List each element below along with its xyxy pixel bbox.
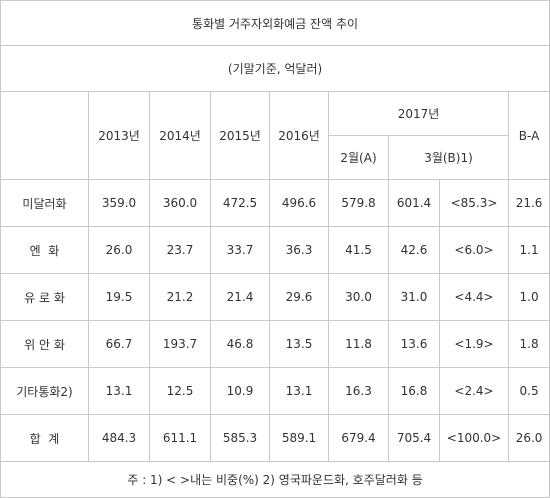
cell: 21.2 xyxy=(149,273,211,321)
cell: 13.5 xyxy=(269,320,329,368)
cell: 26.0 xyxy=(88,226,150,274)
cell: 36.3 xyxy=(269,226,329,274)
cell: 579.8 xyxy=(328,179,389,227)
header-2013: 2013년 xyxy=(88,91,150,180)
share-cell: <2.4> xyxy=(439,367,509,415)
cell: 30.0 xyxy=(328,273,389,321)
header-2016: 2016년 xyxy=(269,91,329,180)
cell: 46.8 xyxy=(210,320,270,368)
row-label: 합 계 xyxy=(0,414,89,462)
cell: 13.6 xyxy=(388,320,440,368)
table-title: 통화별 거주자외화예금 잔액 추이 xyxy=(0,0,550,46)
cell: 21.4 xyxy=(210,273,270,321)
share-cell: <1.9> xyxy=(439,320,509,368)
header-feb: 2월(A) xyxy=(328,135,389,180)
cell: 66.7 xyxy=(88,320,150,368)
cell: 29.6 xyxy=(269,273,329,321)
header-2017: 2017년 xyxy=(328,91,509,136)
row-label: 위 안 화 xyxy=(0,320,89,368)
row-label: 미달러화 xyxy=(0,179,89,227)
cell: 16.8 xyxy=(388,367,440,415)
share-cell: <85.3> xyxy=(439,179,509,227)
row-label: 유 로 화 xyxy=(0,273,89,321)
cell: 585.3 xyxy=(210,414,270,462)
table-row: 유 로 화 19.5 21.2 21.4 29.6 30.0 31.0 <4.4… xyxy=(0,273,550,321)
table-row: 미달러화 359.0 360.0 472.5 496.6 579.8 601.4… xyxy=(0,179,550,227)
cell: 31.0 xyxy=(388,273,440,321)
cell: 13.1 xyxy=(88,367,150,415)
cell: 679.4 xyxy=(328,414,389,462)
table-row-total: 합 계 484.3 611.1 585.3 589.1 679.4 705.4 … xyxy=(0,414,550,462)
cell: 360.0 xyxy=(149,179,211,227)
row-label: 엔 화 xyxy=(0,226,89,274)
cell: 601.4 xyxy=(388,179,440,227)
cell: 0.5 xyxy=(507,367,550,415)
cell: 472.5 xyxy=(210,179,270,227)
corner-cell xyxy=(0,91,89,180)
share-cell: <100.0> xyxy=(439,414,509,462)
cell: 16.3 xyxy=(328,367,389,415)
table-row: 기타통화2) 13.1 12.5 10.9 13.1 16.3 16.8 <2.… xyxy=(0,367,550,415)
cell: 589.1 xyxy=(269,414,329,462)
table-row: 위 안 화 66.7 193.7 46.8 13.5 11.8 13.6 <1.… xyxy=(0,320,550,368)
header-mar: 3월(B)1) xyxy=(388,135,509,180)
cell: 359.0 xyxy=(88,179,150,227)
cell: 13.1 xyxy=(269,367,329,415)
cell: 1.1 xyxy=(507,226,550,274)
cell: 484.3 xyxy=(88,414,150,462)
share-cell: <4.4> xyxy=(439,273,509,321)
cell: 23.7 xyxy=(149,226,211,274)
table-row: 엔 화 26.0 23.7 33.7 36.3 41.5 42.6 <6.0> … xyxy=(0,226,550,274)
header-2014: 2014년 xyxy=(149,91,211,180)
footnote: 주 : 1) < >내는 비중(%) 2) 영국파운드화, 호주달러화 등 xyxy=(0,461,550,498)
cell: 1.0 xyxy=(507,273,550,321)
cell: 193.7 xyxy=(149,320,211,368)
cell: 26.0 xyxy=(507,414,550,462)
cell: 1.8 xyxy=(507,320,550,368)
header-diff: B-A xyxy=(507,91,550,180)
cell: 705.4 xyxy=(388,414,440,462)
cell: 496.6 xyxy=(269,179,329,227)
cell: 42.6 xyxy=(388,226,440,274)
cell: 10.9 xyxy=(210,367,270,415)
cell: 11.8 xyxy=(328,320,389,368)
cell: 19.5 xyxy=(88,273,150,321)
cell: 41.5 xyxy=(328,226,389,274)
cell: 33.7 xyxy=(210,226,270,274)
cell: 12.5 xyxy=(149,367,211,415)
share-cell: <6.0> xyxy=(439,226,509,274)
row-label: 기타통화2) xyxy=(0,367,89,415)
unit-label: (기말기준, 억달러) xyxy=(0,45,550,92)
cell: 611.1 xyxy=(149,414,211,462)
cell: 21.6 xyxy=(507,179,550,227)
header-2015: 2015년 xyxy=(210,91,270,180)
